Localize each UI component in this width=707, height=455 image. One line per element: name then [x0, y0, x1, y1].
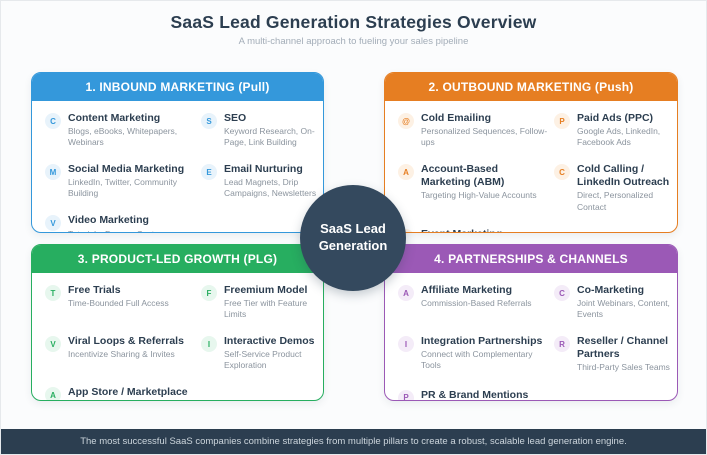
strategy-desc: Targeting High-Value Accounts [421, 190, 537, 201]
strategy-title: Paid Ads (PPC) [577, 112, 654, 124]
quadrant-body: C Content Marketing Blogs, eBooks, White… [32, 101, 323, 232]
page-title: SaaS Lead Generation Strategies Overview [170, 12, 537, 32]
quadrant-partnerships-channels: 4. PARTNERSHIPS & CHANNELS A Affiliate M… [384, 244, 678, 401]
strategy-desc: LinkedIn, Twitter, Community Building [68, 177, 177, 199]
strategy-item-pr-brand-mentions: P PR & Brand Mentions Get Featured in In… [398, 388, 550, 401]
strategy-desc: Joint Webinars, Content, Events [577, 298, 670, 320]
strategy-item-social-media: M Social Media Marketing LinkedIn, Twitt… [45, 163, 197, 199]
strategy-item-cold-emailing: @ Cold Emailing Personalized Sequences, … [398, 112, 550, 148]
strategy-item-integration-partnerships: I Integration Partnerships Connect with … [398, 335, 550, 373]
initial-badge-icon: F [201, 285, 217, 301]
strategy-title: SEO [224, 112, 247, 124]
initial-badge-icon: C [45, 113, 61, 129]
strategy-title: Cold Calling / LinkedIn Outreach [577, 163, 670, 189]
quadrant-header: 1. INBOUND MARKETING (Pull) [32, 73, 323, 101]
strategy-title: App Store / Marketplace [68, 386, 188, 399]
initial-badge-icon: P [554, 113, 570, 129]
initial-badge-icon: A [398, 285, 414, 301]
initial-badge-icon: A [45, 387, 61, 400]
strategy-desc: Incentivize Sharing & Invites [68, 349, 175, 360]
quadrant-inbound-marketing: 1. INBOUND MARKETING (Pull) C Content Ma… [31, 72, 324, 233]
quadrant-body: @ Cold Emailing Personalized Sequences, … [385, 101, 677, 232]
strategy-desc: Free Tier with Feature Limits [224, 298, 308, 320]
quadrant-header: 2. OUTBOUND MARKETING (Push) [385, 73, 677, 101]
initial-badge-icon: C [554, 164, 570, 181]
footer-bar: The most successful SaaS companies combi… [1, 429, 706, 454]
strategy-desc: Time-Bounded Full Access [68, 298, 169, 309]
initial-badge-icon: C [554, 285, 570, 301]
strategy-title: Account-Based Marketing (ABM) [421, 163, 505, 189]
strategy-desc: Direct, Personalized Contact [577, 190, 654, 212]
strategy-title: Social Media Marketing [68, 163, 185, 176]
strategy-item-seo: S SEO Keyword Research, On-Page, Link Bu… [201, 112, 317, 148]
strategy-title: Free Trials [68, 284, 121, 296]
center-node: SaaS Lead Generation [300, 185, 406, 291]
strategy-item-email-nurturing: E Email Nurturing Lead Magnets, Drip Cam… [201, 163, 317, 199]
initial-badge-icon: T [45, 285, 61, 301]
strategy-title: Co-Marketing [577, 284, 645, 296]
initial-badge-icon: I [201, 336, 217, 353]
strategy-title: Interactive Demos [224, 335, 315, 348]
strategy-item-abm: A Account-Based Marketing (ABM) Targetin… [398, 163, 550, 212]
quadrant-outbound-marketing: 2. OUTBOUND MARKETING (Push) @ Cold Emai… [384, 72, 678, 233]
strategy-desc: Lead Magnets, Drip Campaigns, Newsletter… [224, 177, 317, 199]
initial-badge-icon: R [554, 336, 570, 353]
strategy-desc: Google Ads, LinkedIn, Facebook Ads [577, 126, 661, 148]
quadrant-body: A Affiliate Marketing Commission-Based R… [385, 273, 677, 401]
strategy-title: Video Marketing [68, 214, 149, 227]
strategy-title: Cold Emailing [421, 112, 492, 124]
strategy-title: Affiliate Marketing [421, 284, 513, 296]
strategy-item-event-marketing: E Event Marketing Trade Shows, Virtual S… [398, 228, 550, 232]
strategy-item-paid-ads: P Paid Ads (PPC) Google Ads, LinkedIn, F… [554, 112, 671, 148]
strategy-desc: Third-Party Sales Teams [577, 362, 670, 373]
quadrant-product-led-growth: 3. PRODUCT-LED GROWTH (PLG) T Free Trial… [31, 244, 324, 401]
strategy-title: Freemium Model [224, 284, 308, 296]
strategy-desc: Connect with Complementary Tools [421, 349, 533, 371]
page-subtitle: A multi-channel approach to fueling your… [238, 36, 469, 47]
strategy-item-interactive-demos: I Interactive Demos Self-Service Product… [201, 335, 317, 371]
initial-badge-icon: M [45, 164, 61, 181]
strategy-desc: Keyword Research, On-Page, Link Building [224, 126, 315, 148]
strategy-item-co-marketing: C Co-Marketing Joint Webinars, Content, … [554, 284, 671, 320]
strategy-item-cold-calling: C Cold Calling / LinkedIn Outreach Direc… [554, 163, 671, 212]
initial-badge-icon: E [201, 164, 217, 181]
strategy-item-free-trials: T Free Trials Time-Bounded Full Access [45, 284, 197, 320]
initial-badge-icon: S [201, 113, 217, 129]
initial-badge-icon: P [398, 389, 414, 400]
footer-note: The most successful SaaS companies combi… [80, 436, 627, 447]
strategy-title: Viral Loops & Referrals [68, 335, 184, 348]
initial-badge-icon: I [398, 336, 414, 353]
strategy-item-video-marketing: V Video Marketing Tutorials, Demos, Cust… [45, 214, 197, 232]
strategy-item-freemium-model: F Freemium Model Free Tier with Feature … [201, 284, 317, 320]
center-label: SaaS Lead Generation [318, 221, 388, 253]
strategy-title: Email Nurturing [224, 163, 303, 176]
strategy-desc: Commission-Based Referrals [421, 298, 532, 309]
quadrant-body: T Free Trials Time-Bounded Full Access F… [32, 273, 323, 400]
strategy-desc: Blogs, eBooks, Whitepapers, Webinars [68, 126, 178, 148]
initial-badge-icon: V [45, 336, 61, 353]
strategy-item-app-store: A App Store / Marketplace List on Salesf… [45, 386, 197, 400]
strategy-title: Event Marketing [421, 228, 535, 232]
initial-badge-icon: A [398, 164, 414, 181]
quadrant-header: 4. PARTNERSHIPS & CHANNELS [385, 245, 677, 273]
strategy-desc: Self-Service Product Exploration [224, 349, 302, 371]
strategy-title: Integration Partnerships [421, 335, 543, 348]
initial-badge-icon: E [398, 228, 414, 232]
strategy-title: Reseller / Channel Partners [577, 335, 669, 361]
strategy-desc: Tutorials, Demos, Customer Stories [68, 229, 197, 232]
strategy-title: Content Marketing [68, 112, 161, 124]
strategy-desc: Personalized Sequences, Follow-ups [421, 126, 548, 148]
initial-badge-icon: V [45, 215, 61, 232]
strategy-item-content-marketing: C Content Marketing Blogs, eBooks, White… [45, 112, 197, 148]
strategy-item-reseller-partners: R Reseller / Channel Partners Third-Part… [554, 335, 671, 373]
strategy-title: PR & Brand Mentions [421, 388, 529, 401]
strategy-item-affiliate-marketing: A Affiliate Marketing Commission-Based R… [398, 284, 550, 320]
initial-badge-icon: @ [398, 113, 414, 129]
strategy-item-viral-loops: V Viral Loops & Referrals Incentivize Sh… [45, 335, 197, 371]
quadrant-header: 3. PRODUCT-LED GROWTH (PLG) [32, 245, 323, 273]
